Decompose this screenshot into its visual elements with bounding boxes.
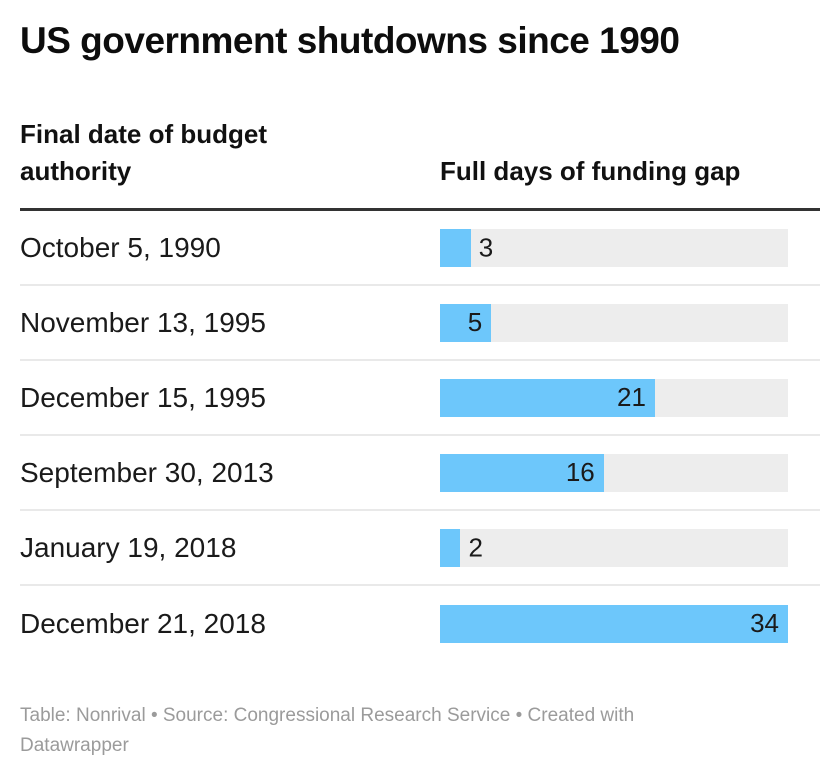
- table-row: September 30, 2013 16: [20, 436, 820, 511]
- bar-track: 3: [440, 228, 788, 267]
- bar: 16: [440, 453, 604, 492]
- row-date-label: October 5, 1990: [20, 231, 221, 263]
- table-row: December 21, 2018 34: [20, 586, 820, 661]
- chart-title: US government shutdowns since 1990: [20, 20, 680, 61]
- table-row: December 15, 1995 21: [20, 361, 820, 436]
- bar-value-label: 2: [468, 532, 483, 562]
- table-row: November 13, 1995 5: [20, 286, 820, 361]
- bar-track: 21: [440, 378, 788, 417]
- bar-value-label: 3: [478, 232, 494, 262]
- row-date-label: December 21, 2018: [20, 607, 266, 639]
- bar-track: 34: [440, 604, 788, 643]
- bar-track: 2: [440, 528, 788, 567]
- footer-attribution: Table: Nonrival • Source: Congressional …: [20, 705, 635, 756]
- bar-track: 16: [440, 453, 788, 492]
- row-date-label: September 30, 2013: [20, 456, 274, 488]
- table-row: January 19, 2018 2: [20, 511, 820, 586]
- bar: [440, 228, 471, 267]
- table-row: October 5, 1990 3: [20, 211, 820, 286]
- bar: 34: [440, 604, 788, 643]
- bar: [440, 528, 461, 567]
- column-header-date: Final date of budget authority: [20, 119, 267, 186]
- bar-value-label: 16: [565, 457, 595, 487]
- row-date-label: January 19, 2018: [20, 531, 237, 563]
- column-header-funding-gap: Full days of funding gap: [440, 156, 741, 186]
- bar-value-label: 34: [750, 608, 779, 638]
- bar: 5: [440, 303, 492, 342]
- header-rule: [20, 208, 820, 211]
- column-headers: Final date of budget authority Full days…: [20, 116, 820, 190]
- bar-track: 5: [440, 303, 788, 342]
- bar: 21: [440, 378, 655, 417]
- bar-value-label: 5: [467, 307, 483, 337]
- row-date-label: November 13, 1995: [20, 306, 266, 338]
- row-date-label: December 15, 1995: [20, 381, 266, 413]
- bar-value-label: 21: [617, 382, 646, 412]
- table-body: October 5, 1990 3 November 13, 1995 5 De…: [20, 211, 820, 661]
